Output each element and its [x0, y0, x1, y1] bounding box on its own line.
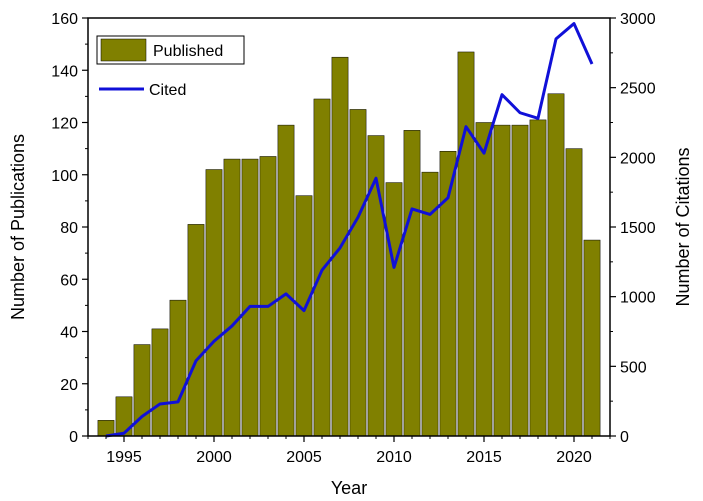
y-right-tick-label-0: 0	[620, 429, 629, 446]
bar-published-2000	[205, 169, 223, 437]
y-axis-right: 0 500 1000 1500 2000 2500 3000	[610, 11, 656, 446]
bar-published-1995	[115, 396, 133, 437]
x-tick-label-2005: 2005	[286, 449, 322, 466]
bar-published-2014	[457, 51, 475, 437]
y-left-tick-label-20: 20	[60, 377, 78, 394]
legend: Published Cited	[96, 35, 245, 99]
y-left-tick-label-140: 140	[51, 63, 78, 80]
y-right-tick-label-500: 500	[620, 359, 647, 376]
bar-published-2003	[259, 156, 277, 437]
series-line-cited	[105, 22, 594, 438]
legend-label-cited: Cited	[149, 82, 186, 99]
bar-published-2020	[565, 148, 583, 437]
y-left-tick-label-120: 120	[51, 116, 78, 133]
bar-published-2017	[511, 124, 529, 437]
y-left-tick-label-60: 60	[60, 272, 78, 289]
y-axis-left: 0 20 40 60 80 100 120 140 160	[51, 11, 88, 446]
y-left-tick-label-0: 0	[69, 429, 78, 446]
x-axis-title: Year	[331, 478, 367, 498]
bar-published-1998	[169, 299, 187, 437]
y-left-tick-label-80: 80	[60, 220, 78, 237]
bar-published-2008	[349, 109, 367, 437]
bar-published-1999	[187, 224, 205, 437]
y-left-tick-label-160: 160	[51, 11, 78, 28]
bar-published-2018	[529, 119, 547, 437]
x-tick-label-1995: 1995	[106, 449, 142, 466]
x-tick-label-2020: 2020	[556, 449, 592, 466]
bar-published-2001	[223, 158, 241, 437]
y-right-tick-label-3000: 3000	[620, 11, 656, 28]
bar-published-2002	[241, 158, 259, 437]
bar-published-2004	[277, 124, 295, 437]
x-tick-label-2010: 2010	[376, 449, 412, 466]
legend-label-published: Published	[153, 43, 223, 60]
bar-published-1997	[151, 328, 169, 437]
legend-swatch-published	[100, 38, 147, 62]
bar-published-2005	[295, 195, 313, 437]
bar-published-2019	[547, 93, 565, 437]
y-right-tick-label-2000: 2000	[620, 150, 656, 167]
x-tick-label-2000: 2000	[196, 449, 232, 466]
y-left-tick-label-40: 40	[60, 325, 78, 342]
y-left-tick-label-100: 100	[51, 168, 78, 185]
bar-published-2015	[475, 122, 493, 437]
y-right-tick-label-1000: 1000	[620, 290, 656, 307]
x-tick-label-2015: 2015	[466, 449, 502, 466]
y-axis-left-title: Number of Publications	[8, 134, 28, 320]
bar-published-2006	[313, 98, 331, 437]
y-axis-right-title: Number of Citations	[673, 147, 693, 306]
bar-published-2011	[403, 130, 421, 437]
bar-published-2016	[493, 124, 511, 437]
bar-published-2021	[583, 239, 601, 437]
x-axis: 1995 2000 2005 2010 2015 2020	[87, 436, 611, 466]
publication-bars	[97, 51, 601, 437]
y-right-tick-label-1500: 1500	[620, 220, 656, 237]
y-right-tick-label-2500: 2500	[620, 81, 656, 98]
bar-published-2010	[385, 182, 403, 437]
